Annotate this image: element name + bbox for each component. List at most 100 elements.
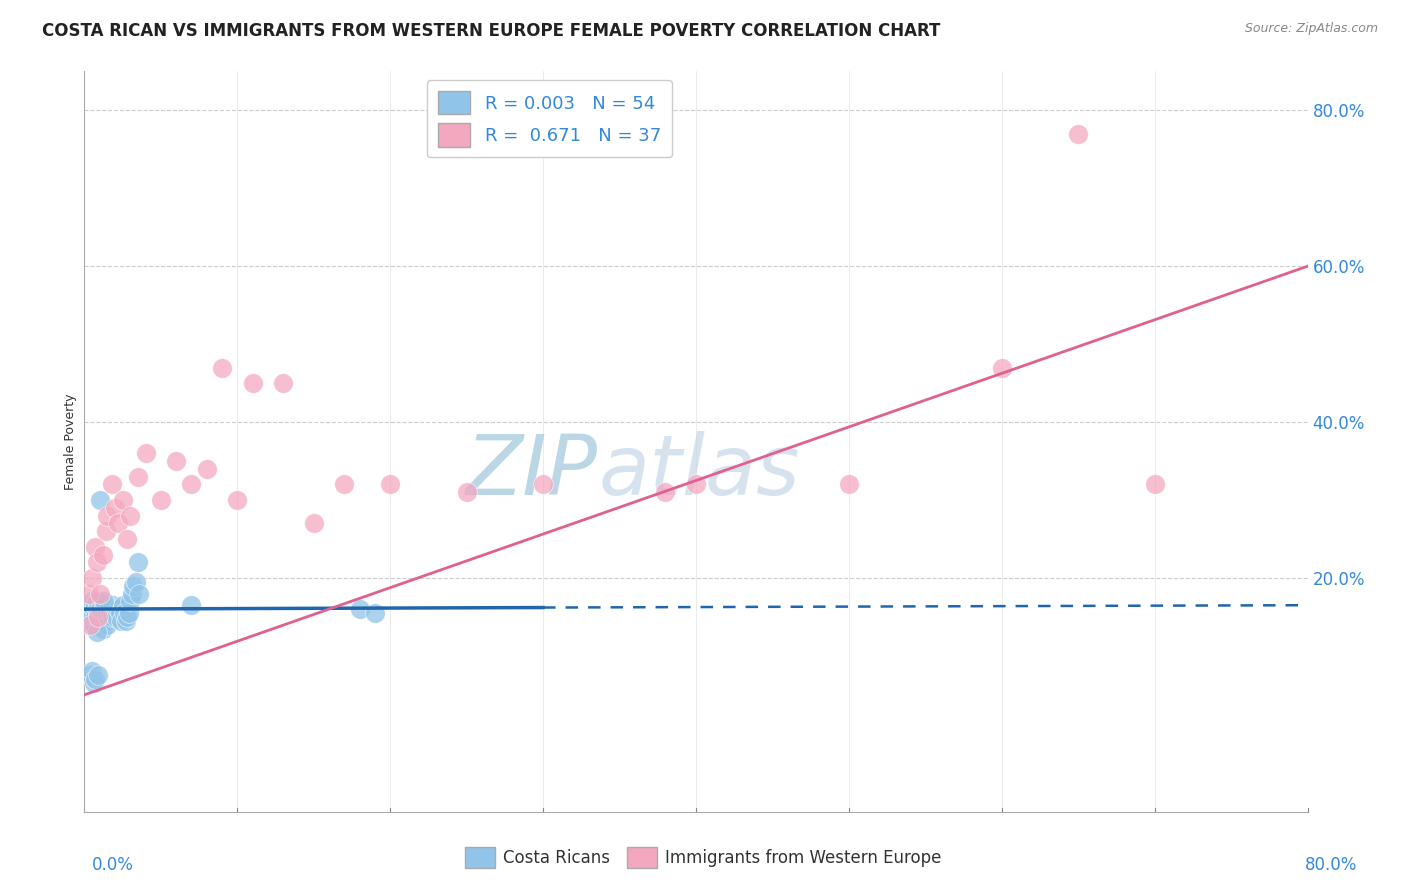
Point xyxy=(211,360,233,375)
Point xyxy=(180,477,202,491)
Point xyxy=(93,610,115,624)
Point xyxy=(165,454,187,468)
Point xyxy=(195,462,218,476)
Point xyxy=(838,477,860,491)
Point xyxy=(89,614,111,628)
Point xyxy=(115,532,138,546)
Point xyxy=(349,602,371,616)
Point xyxy=(108,606,131,620)
Point xyxy=(103,598,125,612)
Text: COSTA RICAN VS IMMIGRANTS FROM WESTERN EUROPE FEMALE POVERTY CORRELATION CHART: COSTA RICAN VS IMMIGRANTS FROM WESTERN E… xyxy=(42,22,941,40)
Point xyxy=(94,524,117,538)
Point xyxy=(110,614,132,628)
Point xyxy=(271,376,294,390)
Point xyxy=(364,606,387,620)
Point xyxy=(118,606,141,620)
Point xyxy=(84,610,107,624)
Point xyxy=(87,610,110,624)
Point xyxy=(89,602,111,616)
Point xyxy=(120,508,142,523)
Point xyxy=(654,485,676,500)
Text: 80.0%: 80.0% xyxy=(1305,855,1357,873)
Point xyxy=(180,598,202,612)
Point xyxy=(84,540,107,554)
Point xyxy=(456,485,478,500)
Point xyxy=(125,574,148,589)
Point xyxy=(80,610,103,624)
Point xyxy=(91,606,114,620)
Point xyxy=(121,586,143,600)
Point xyxy=(101,477,124,491)
Point xyxy=(90,606,112,620)
Point xyxy=(93,598,115,612)
Point xyxy=(1067,127,1090,141)
Text: 0.0%: 0.0% xyxy=(91,855,134,873)
Point xyxy=(302,516,325,531)
Point xyxy=(122,579,145,593)
Point xyxy=(86,555,108,569)
Point xyxy=(84,598,107,612)
Point xyxy=(107,602,129,616)
Point xyxy=(1143,477,1166,491)
Point xyxy=(101,610,124,624)
Point xyxy=(98,606,121,620)
Point xyxy=(76,602,98,616)
Text: atlas: atlas xyxy=(598,431,800,512)
Point xyxy=(93,594,115,608)
Point xyxy=(112,606,135,620)
Point xyxy=(77,606,100,620)
Point xyxy=(685,477,707,491)
Point xyxy=(104,606,127,620)
Point xyxy=(96,508,118,523)
Point xyxy=(380,477,402,491)
Point xyxy=(149,493,172,508)
Legend: R = 0.003   N = 54, R =  0.671   N = 37: R = 0.003 N = 54, R = 0.671 N = 37 xyxy=(427,80,672,158)
Point xyxy=(80,571,103,585)
Point xyxy=(86,625,108,640)
Point xyxy=(80,594,103,608)
Legend: Costa Ricans, Immigrants from Western Europe: Costa Ricans, Immigrants from Western Eu… xyxy=(458,840,948,875)
Point xyxy=(104,500,127,515)
Point xyxy=(97,602,120,616)
Point xyxy=(111,598,134,612)
Point xyxy=(90,617,112,632)
Point xyxy=(226,493,249,508)
Point xyxy=(79,614,101,628)
Point xyxy=(120,594,142,608)
Point xyxy=(83,617,105,632)
Point xyxy=(531,477,554,491)
Point xyxy=(242,376,264,390)
Text: ZIP: ZIP xyxy=(467,431,598,512)
Point xyxy=(89,493,111,508)
Point xyxy=(114,614,136,628)
Point xyxy=(128,586,150,600)
Point xyxy=(86,602,108,616)
Y-axis label: Female Poverty: Female Poverty xyxy=(65,393,77,490)
Point xyxy=(89,586,111,600)
Text: Source: ZipAtlas.com: Source: ZipAtlas.com xyxy=(1244,22,1378,36)
Point xyxy=(79,617,101,632)
Point xyxy=(87,606,110,620)
Point xyxy=(80,665,103,679)
Point xyxy=(105,610,128,624)
Point xyxy=(991,360,1014,375)
Point xyxy=(127,555,149,569)
Point xyxy=(107,516,129,531)
Point xyxy=(84,672,107,686)
Point xyxy=(127,469,149,483)
Point xyxy=(79,668,101,682)
Point xyxy=(77,586,100,600)
Point xyxy=(91,622,114,636)
Point xyxy=(135,446,157,460)
Point xyxy=(83,676,105,690)
Point xyxy=(333,477,356,491)
Point xyxy=(111,493,134,508)
Point xyxy=(86,594,108,608)
Point xyxy=(87,668,110,682)
Point xyxy=(94,614,117,628)
Point xyxy=(83,602,105,616)
Point xyxy=(115,610,138,624)
Point xyxy=(91,548,114,562)
Point xyxy=(96,617,118,632)
Point xyxy=(96,606,118,620)
